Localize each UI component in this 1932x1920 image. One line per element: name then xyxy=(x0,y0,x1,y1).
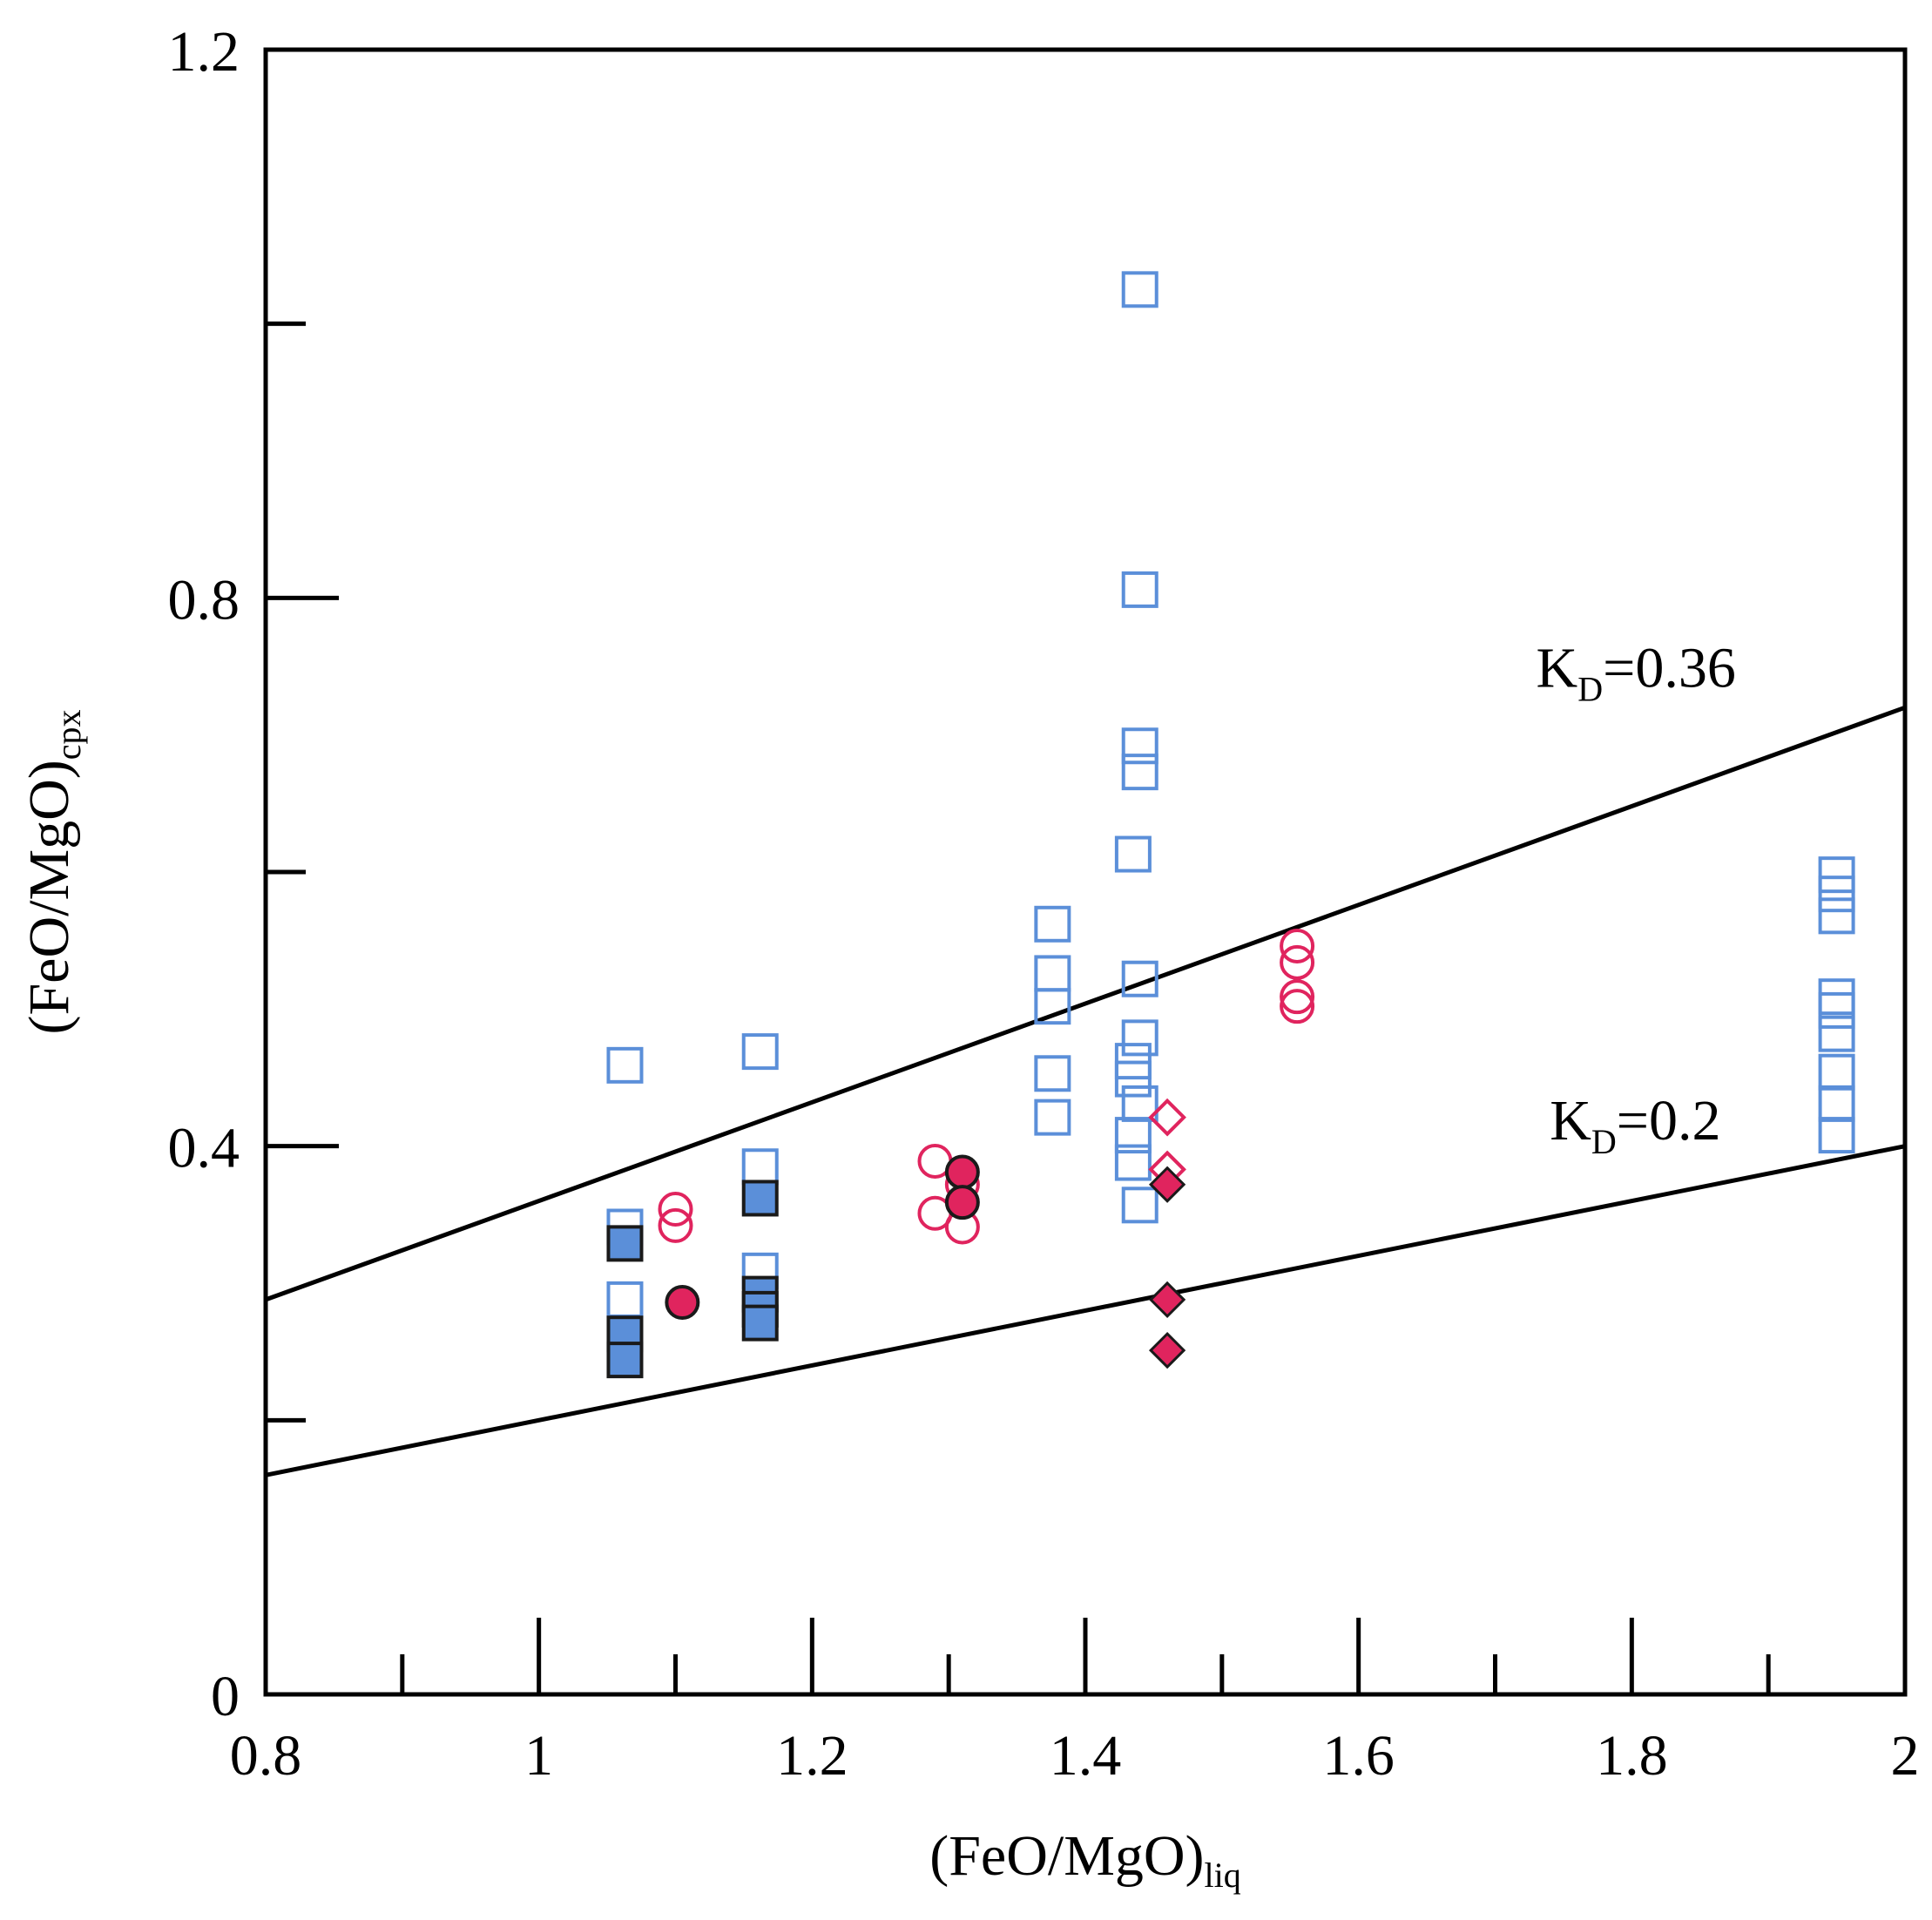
x-tick-label: 1.6 xyxy=(1322,1724,1395,1788)
x-tick-label: 1 xyxy=(524,1724,553,1788)
open-square-point xyxy=(1121,754,1159,791)
open-square-point xyxy=(1034,988,1071,1025)
open-square-point xyxy=(1034,905,1071,943)
data-markers xyxy=(606,271,1855,1379)
open-square-point xyxy=(1818,1085,1855,1122)
filled-square-point xyxy=(741,1304,779,1342)
open-square-point xyxy=(1121,960,1159,997)
open-square-point xyxy=(1818,1015,1855,1052)
open-square-point xyxy=(1818,875,1855,913)
open-circle-point xyxy=(1280,989,1315,1024)
filled-diamond-point xyxy=(1148,1166,1186,1203)
x-tick-label: 2 xyxy=(1891,1724,1920,1788)
open-square-point xyxy=(1121,571,1159,608)
open-square-point xyxy=(1114,1060,1152,1098)
x-axis-title-main: (FeO/MgO) xyxy=(929,1824,1204,1888)
open-square-point xyxy=(1034,1055,1071,1092)
open-circle-point xyxy=(658,1192,693,1227)
open-square-point xyxy=(1818,1117,1855,1154)
open-square-point xyxy=(1114,1144,1152,1181)
open-square-point xyxy=(741,1148,779,1186)
open-square-point xyxy=(1034,955,1071,992)
reference-lines xyxy=(265,705,1906,1477)
x-tick-label: 1.4 xyxy=(1050,1724,1122,1788)
filled-circle-point xyxy=(665,1285,700,1321)
open-square-point xyxy=(1818,991,1855,1029)
open-square-point xyxy=(1114,1117,1152,1154)
open-square-point xyxy=(1121,727,1159,765)
y-axis-title-main: (FeO/MgO) xyxy=(17,760,81,1034)
open-square-point xyxy=(1034,1099,1071,1136)
x-tick-label: 0.8 xyxy=(230,1724,302,1788)
x-tick-label: 1.2 xyxy=(776,1724,848,1788)
tick-labels: 0.8 1 1.2 1.4 1.6 1.8 2 0 0.4 0.8 1.2 xyxy=(168,20,1920,1788)
open-circle-point xyxy=(1280,944,1315,980)
x-axis-title: (FeO/MgO)liq xyxy=(929,1824,1241,1895)
open-square-point xyxy=(741,1033,779,1071)
plot-frame xyxy=(263,47,1908,1697)
y-tick-label: 0 xyxy=(211,1665,240,1728)
filled-diamond-point xyxy=(1148,1331,1186,1369)
open-square-point xyxy=(1818,1053,1855,1091)
open-square-point xyxy=(1121,1019,1159,1057)
open-diamond-point xyxy=(1148,1098,1186,1137)
y-tick-label: 1.2 xyxy=(168,20,240,84)
kd-02-line xyxy=(265,1144,1906,1477)
axis-ticks xyxy=(266,321,1771,1694)
kd-labels: KD=0.36 KD=0.2 xyxy=(1537,637,1736,1161)
open-square-point xyxy=(1121,1186,1159,1224)
open-circle-point xyxy=(658,1207,693,1243)
y-axis-title: (FeO/MgO)cpx xyxy=(17,709,88,1034)
open-square-point xyxy=(606,1046,644,1084)
kd-036-line xyxy=(265,705,1906,1302)
filled-circle-point xyxy=(944,1185,980,1220)
open-circle-point xyxy=(1280,979,1315,1015)
filled-square-point xyxy=(741,1180,779,1217)
y-tick-label: 0.4 xyxy=(168,1117,240,1180)
open-square-point xyxy=(1818,897,1855,935)
open-square-point xyxy=(1818,856,1855,894)
x-axis-title-sub: liq xyxy=(1205,1856,1241,1895)
y-tick-label: 0.8 xyxy=(168,568,240,632)
filled-diamond-point xyxy=(1148,1281,1186,1319)
open-square-point xyxy=(1818,978,1855,1016)
filled-circle-point xyxy=(944,1154,980,1190)
open-square-point xyxy=(1114,835,1152,873)
open-circle-point xyxy=(1280,928,1315,963)
filled-square-point xyxy=(606,1342,644,1379)
kd-036-label: KD=0.36 xyxy=(1537,637,1736,709)
open-square-point xyxy=(1121,271,1159,308)
kd-02-label: KD=0.2 xyxy=(1550,1089,1720,1161)
filled-square-point xyxy=(606,1225,644,1262)
open-square-point xyxy=(606,1281,644,1318)
y-axis-title-sub: cpx xyxy=(49,709,88,760)
x-tick-label: 1.8 xyxy=(1596,1724,1668,1788)
